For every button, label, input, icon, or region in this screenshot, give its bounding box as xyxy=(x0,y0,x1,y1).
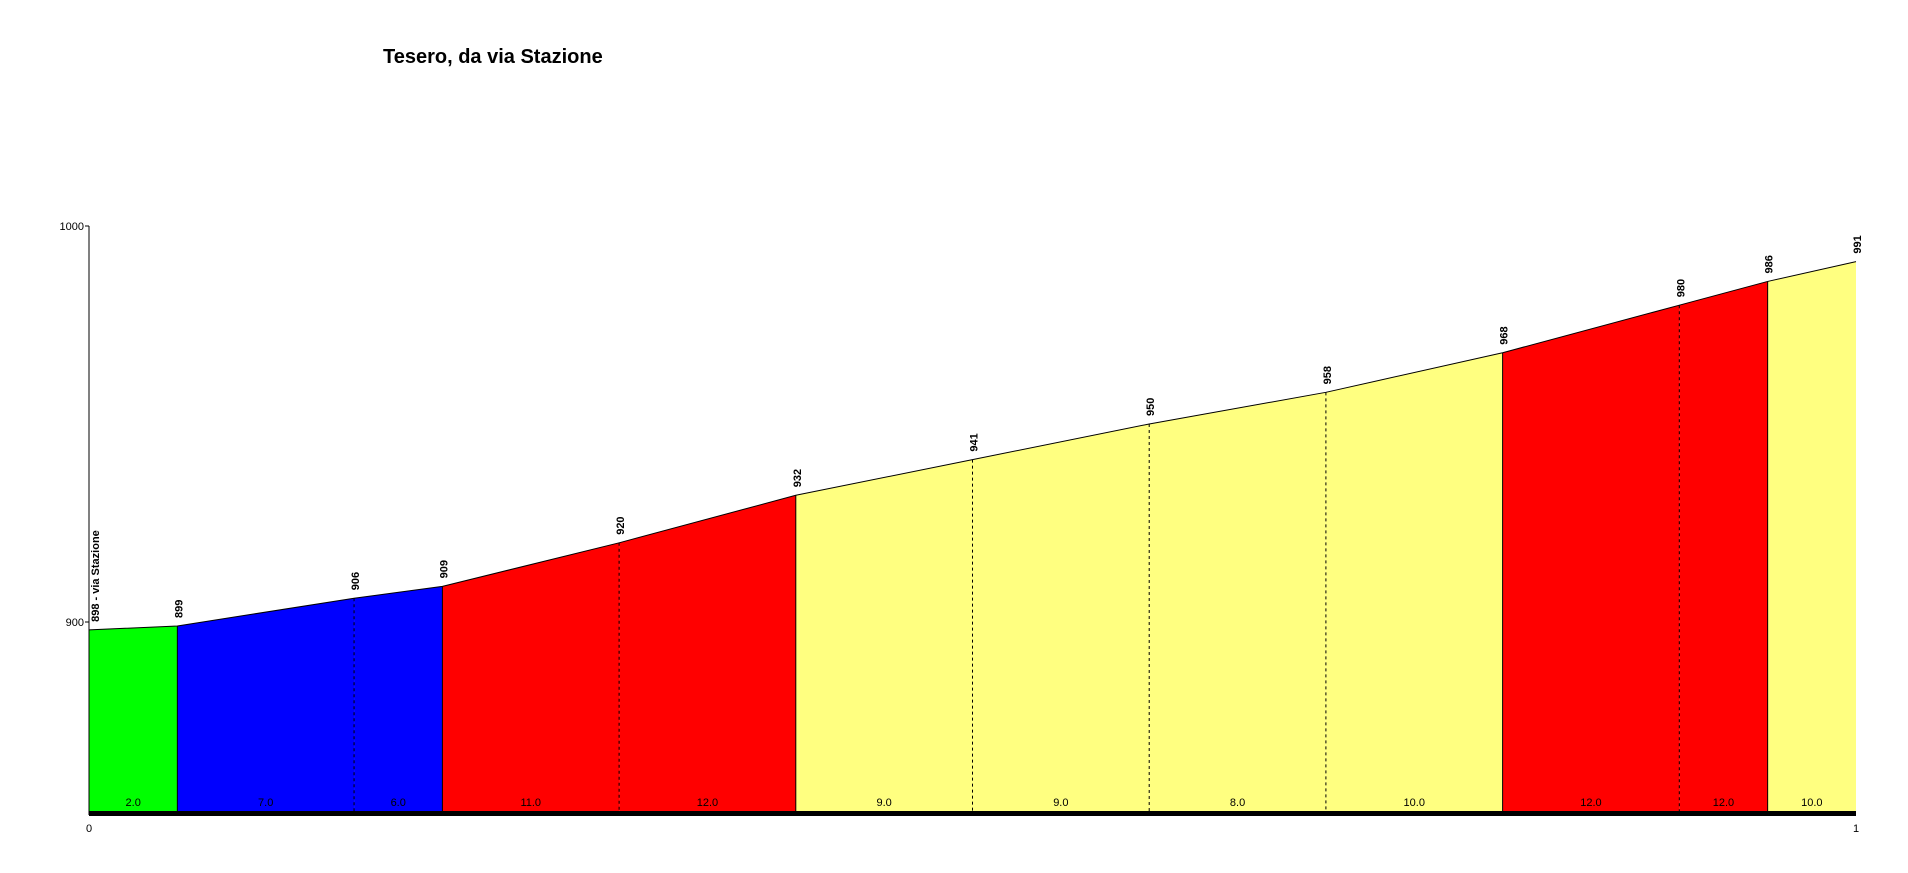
profile-segment xyxy=(1149,392,1326,811)
elevation-label: 898 - via Stazione xyxy=(90,530,102,622)
gradient-label: 9.0 xyxy=(1053,797,1068,809)
profile-segments xyxy=(89,261,1856,811)
elevation-label: 932 xyxy=(792,469,804,487)
y-tick-label: 900 xyxy=(66,617,84,629)
gradient-label: 8.0 xyxy=(1230,797,1245,809)
gradient-label: 9.0 xyxy=(877,797,892,809)
gradient-label: 12.0 xyxy=(1580,797,1601,809)
profile-segment xyxy=(89,625,178,811)
profile-line xyxy=(88,261,1857,631)
elevation-label: 941 xyxy=(969,433,981,451)
elevation-label: 950 xyxy=(1145,398,1157,416)
profile-segment xyxy=(795,459,973,811)
gradient-label: 11.0 xyxy=(520,797,541,809)
elevation-label: 899 xyxy=(173,600,185,618)
profile-segment xyxy=(1679,281,1768,811)
gradient-label: 10.0 xyxy=(1801,797,1822,809)
profile-outline xyxy=(88,261,1857,631)
elevation-label: 906 xyxy=(350,572,362,590)
profile-segment xyxy=(1767,261,1856,811)
profile-segment xyxy=(972,424,1150,811)
gradient-label: 12.0 xyxy=(697,797,718,809)
profile-segment xyxy=(442,542,620,811)
chart-title: Tesero, da via Stazione xyxy=(383,46,603,68)
elevation-label: 968 xyxy=(1499,326,1511,344)
elevation-label: 980 xyxy=(1675,279,1687,297)
y-tick-label: 1000 xyxy=(60,221,84,233)
elevation-label: 986 xyxy=(1764,255,1776,273)
gradient-label: 6.0 xyxy=(391,797,406,809)
gradient-labels: 2.0 7.0 6.0 11.0 12.0 9.0 9.0 8.0 10.0 12.0 12.0 10… xyxy=(126,797,1823,809)
elevation-label: 991 xyxy=(1852,235,1864,253)
profile-segment xyxy=(1502,305,1680,811)
profile-segment xyxy=(1325,352,1503,811)
gradient-label: 12.0 xyxy=(1713,797,1734,809)
segment-dividers xyxy=(176,281,1769,811)
x-tick-label: 0 xyxy=(86,823,92,835)
profile-segment xyxy=(619,495,796,811)
x-axis-baseline xyxy=(89,811,1856,816)
elevation-labels: 898 - via Stazione 899 906 909 920 932 941 950 9… xyxy=(90,235,1864,622)
axis-ticks: 900 1000 0 1 xyxy=(60,221,1860,835)
gradient-label: 2.0 xyxy=(126,797,141,809)
elevation-label: 909 xyxy=(438,560,450,578)
x-tick-label: 1 xyxy=(1853,823,1859,835)
profile-segment xyxy=(354,586,443,811)
gradient-label: 7.0 xyxy=(258,797,273,809)
elevation-label: 958 xyxy=(1322,366,1334,384)
profile-segment xyxy=(177,598,355,811)
gradient-label: 10.0 xyxy=(1404,797,1425,809)
axes xyxy=(88,226,1856,816)
elevation-label: 920 xyxy=(615,516,627,534)
